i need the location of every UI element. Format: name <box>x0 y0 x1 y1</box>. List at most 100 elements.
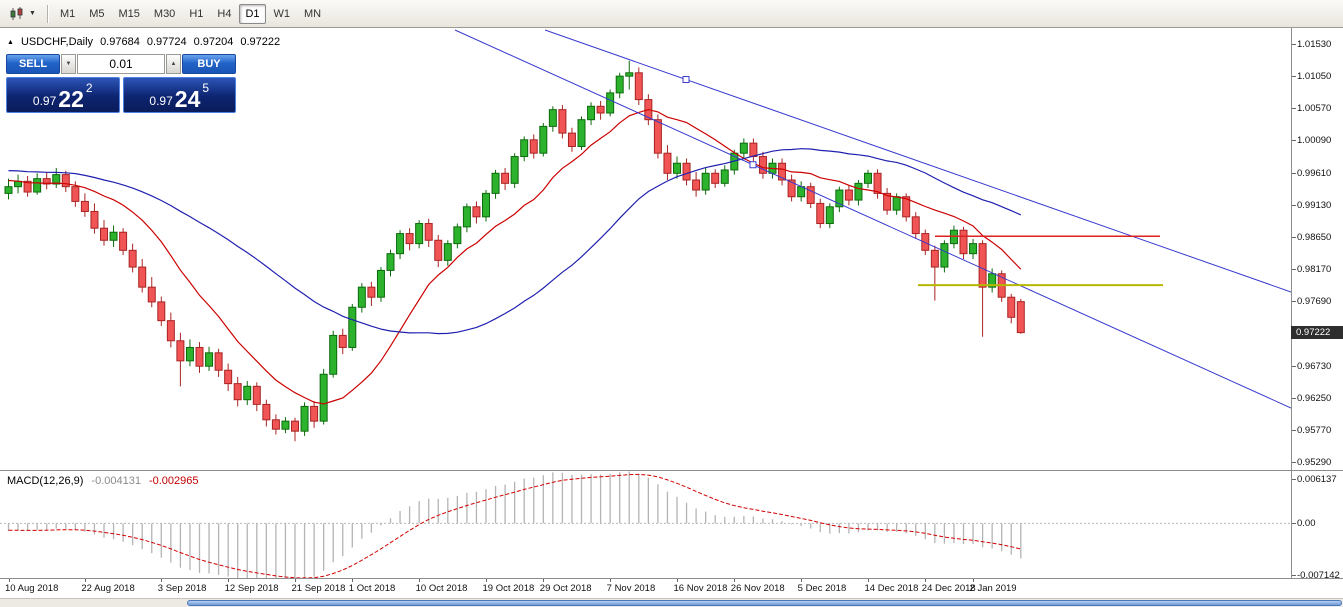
axis-tick-mark <box>1292 523 1296 525</box>
price-axis-label: 0.97690 <box>1297 296 1332 308</box>
sell-button[interactable]: SELL <box>6 54 60 74</box>
ohlc-close: 0.97222 <box>240 36 281 48</box>
candlestick-chart[interactable] <box>0 28 1291 470</box>
price-axis-label: 0.95290 <box>1297 457 1332 468</box>
time-axis-label: 21 Sep 2018 <box>291 583 346 594</box>
macd-indicator-chart[interactable] <box>0 471 1291 578</box>
timeframe-button-m1[interactable]: M1 <box>59 7 76 20</box>
axis-tick-mark <box>868 579 869 582</box>
time-axis-label: 7 Nov 2018 <box>606 583 656 594</box>
macd-main-value: -0.004131 <box>91 475 141 487</box>
price-axis-label: 0.006137 <box>1297 474 1337 485</box>
axis-tick-mark <box>1292 172 1296 174</box>
time-axis-label: 10 Oct 2018 <box>415 583 468 594</box>
axis-tick-mark <box>973 579 975 582</box>
price-axis-label: 0.99610 <box>1297 167 1332 179</box>
time-axis-label: 2 Jan 2019 <box>969 583 1017 594</box>
timeframe-button-h1[interactable]: H1 <box>189 7 204 20</box>
time-axis-label: 3 Sep 2018 <box>157 583 207 594</box>
time-axis[interactable]: 10 Aug 2018 22 Aug 2018 3 Sep 2018 12 Sep 2… <box>0 578 1343 598</box>
axis-tick-mark <box>84 579 86 582</box>
chart-scrollbar <box>0 598 1343 607</box>
price-axis-label: 0.98650 <box>1297 231 1332 243</box>
price-axis-label: 0.99130 <box>1297 199 1332 211</box>
time-axis-label: 5 Dec 2018 <box>797 583 847 594</box>
axis-tick-mark <box>1292 479 1296 480</box>
price-axis-label: 0.00 <box>1297 518 1316 530</box>
axis-tick-mark <box>925 579 927 582</box>
ohlc-low: 0.97204 <box>193 36 234 48</box>
price-axis[interactable]: 1.01530 1.01050 1.00570 1.00090 0.99610 0.991… <box>1291 28 1343 581</box>
price-axis-label: 0.98170 <box>1297 264 1332 276</box>
symbol-ohlc-line: ▲ USDCHF,Daily 0.97684 0.97724 0.97204 0… <box>7 36 280 48</box>
axis-tick-mark <box>8 579 10 582</box>
sell-price-pips: 22 <box>58 85 84 112</box>
axis-tick-mark <box>1292 365 1296 367</box>
ohlc-high: 0.97724 <box>146 36 187 48</box>
axis-tick-mark <box>801 579 803 582</box>
buy-price-box[interactable]: 0.97 24 5 <box>122 77 236 113</box>
price-axis-label: 0.96250 <box>1297 392 1332 404</box>
axis-tick-mark <box>543 579 545 582</box>
pane-separator[interactable] <box>0 470 1343 471</box>
time-axis-label: 14 Dec 2018 <box>864 583 919 594</box>
axis-tick-mark <box>1292 462 1296 463</box>
axis-tick-mark <box>352 579 354 582</box>
chevron-down-icon: ▼ <box>29 10 36 17</box>
volume-input[interactable]: 0.01 <box>77 54 165 74</box>
axis-tick-mark <box>486 579 487 582</box>
axis-tick-mark <box>1292 236 1296 238</box>
time-axis-label: 26 Nov 2018 <box>730 583 785 594</box>
axis-tick-mark <box>1292 108 1296 110</box>
buy-price-base: 0.97 <box>149 94 173 108</box>
axis-tick-mark <box>1292 269 1296 271</box>
price-axis-label: 1.01050 <box>1297 71 1332 83</box>
time-axis-label: 10 Aug 2018 <box>5 583 59 594</box>
sell-price-box[interactable]: 0.97 22 2 <box>6 77 120 113</box>
time-axis-label: 12 Sep 2018 <box>224 583 279 594</box>
price-axis-label: 0.96730 <box>1297 360 1332 372</box>
chart-type-dropdown-button[interactable]: ▼ <box>4 3 42 25</box>
timeframe-buttons: M1 M5 M15 M30 H1 H4 D1 W1 MN <box>53 3 328 24</box>
axis-tick-mark <box>1292 397 1296 399</box>
sell-price-base: 0.97 <box>32 94 57 108</box>
macd-name: MACD(12,26,9) <box>7 475 84 487</box>
volume-decrease-button[interactable]: ▼ <box>61 54 76 74</box>
timeframe-button-h4[interactable]: H4 <box>217 7 232 20</box>
collapse-one-click-icon[interactable]: ▲ <box>7 38 14 46</box>
timeframe-toolbar: ▼ M1 M5 M15 M30 H1 H4 D1 W1 MN <box>0 0 1343 28</box>
timeframe-button-m5[interactable]: M5 <box>89 7 105 20</box>
axis-tick-mark <box>1292 429 1296 431</box>
buy-price-point: 5 <box>202 81 210 95</box>
axis-tick-mark <box>677 579 678 582</box>
axis-tick-mark <box>1292 44 1296 45</box>
price-axis-label: 1.01530 <box>1297 39 1332 50</box>
buy-button[interactable]: BUY <box>182 54 236 74</box>
axis-tick-mark <box>1292 204 1296 206</box>
time-axis-label: 24 Dec 2018 <box>921 583 976 594</box>
chart-scrollbar-thumb[interactable] <box>187 600 1342 606</box>
buy-price-pips: 24 <box>174 85 201 112</box>
volume-increase-button[interactable]: ▲ <box>166 54 181 74</box>
time-axis-label: 19 Oct 2018 <box>482 583 535 594</box>
one-click-trading-panel: SELL ▼ 0.01 ▲ BUY 0.97 22 2 0.97 24 5 <box>6 54 236 113</box>
axis-tick-mark <box>1292 301 1296 303</box>
axis-tick-mark <box>1292 76 1296 78</box>
price-axis-label: 1.00090 <box>1297 135 1332 147</box>
candlestick-chart-icon <box>10 6 23 20</box>
timeframe-button-m15[interactable]: M15 <box>118 7 140 20</box>
axis-tick-mark <box>610 579 612 582</box>
time-axis-label: 29 Oct 2018 <box>539 583 592 594</box>
chart-window: ▲ USDCHF,Daily 0.97684 0.97724 0.97204 0… <box>0 28 1343 581</box>
timeframe-button-w1[interactable]: W1 <box>273 7 291 20</box>
axis-tick-mark <box>228 579 230 582</box>
axis-tick-mark <box>734 579 736 582</box>
timeframe-button-d1[interactable]: D1 <box>239 3 266 24</box>
axis-tick-mark <box>295 579 296 582</box>
price-axis-label: -0.007142 <box>1297 570 1340 581</box>
time-axis-label: 22 Aug 2018 <box>81 583 135 594</box>
timeframe-button-m30[interactable]: M30 <box>153 7 176 20</box>
timeframe-button-mn[interactable]: MN <box>304 7 322 20</box>
macd-signal-value: -0.002965 <box>148 475 199 487</box>
time-axis-label: 16 Nov 2018 <box>673 583 728 594</box>
